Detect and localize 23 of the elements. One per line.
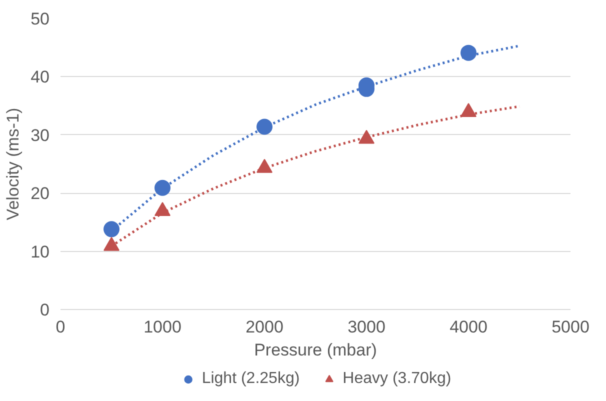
y-tick-label: 0	[40, 300, 50, 320]
legend-label: Light (2.25kg)	[202, 370, 300, 388]
x-axis-title: Pressure (mbar)	[254, 340, 377, 360]
point	[154, 202, 170, 216]
y-tick-label: 30	[30, 126, 50, 145]
y-tick-label: 50	[30, 10, 50, 28]
x-tick-label: 1000	[144, 318, 182, 336]
x-tick-label: 3000	[348, 318, 386, 336]
point	[460, 103, 476, 118]
y-tick-label: 10	[30, 242, 50, 262]
y-axis-title: Velocity (ms-1)	[4, 108, 23, 220]
point	[256, 158, 272, 173]
x-tick-label: 2000	[246, 318, 284, 336]
x-tick-label: 5000	[552, 318, 590, 336]
x-tick-label: 0	[56, 318, 66, 336]
y-tick-label: 40	[30, 68, 50, 87]
legend-label: Heavy (3.70kg)	[342, 370, 452, 388]
point	[358, 130, 374, 144]
point	[104, 236, 120, 251]
point	[460, 44, 476, 61]
y-tick-label: 20	[30, 184, 50, 204]
x-tick-label: 4000	[450, 318, 488, 336]
point	[256, 118, 272, 135]
